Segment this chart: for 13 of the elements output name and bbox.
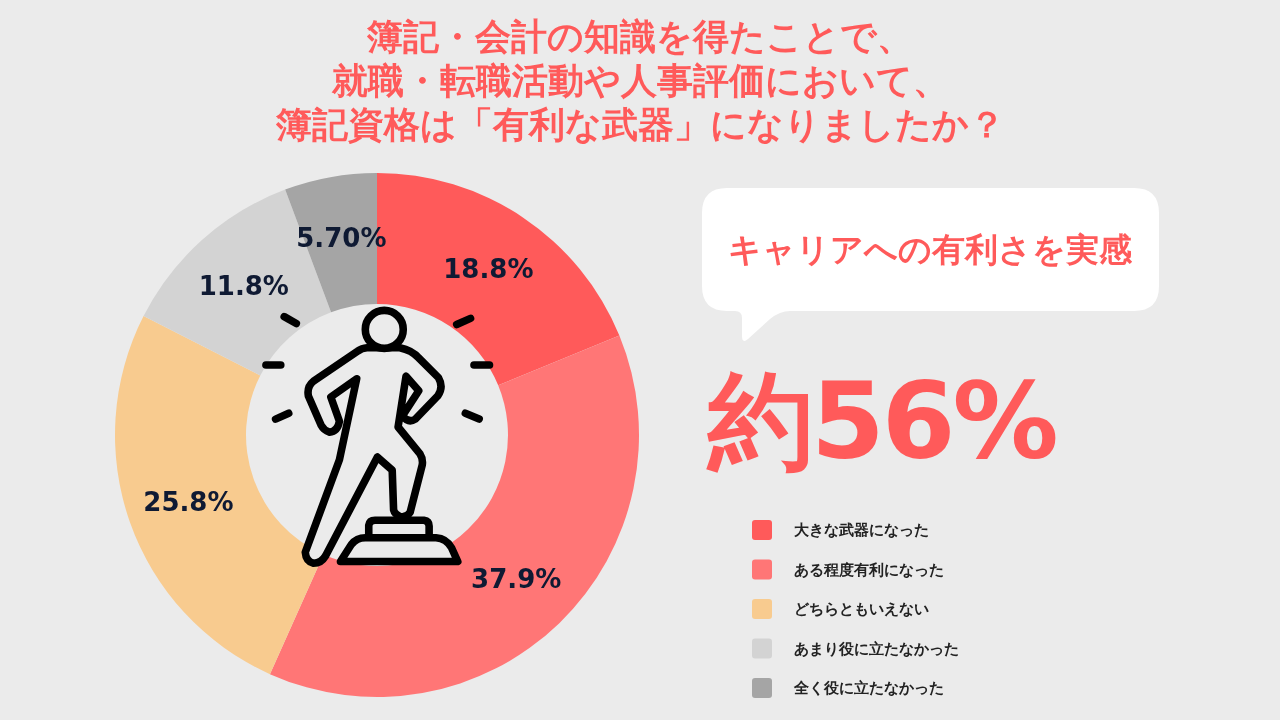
text: 約56% [706,360,1056,483]
chart-title: 簿記・会計の知識を得たことで、就職・転職活動や人事評価において、簿記資格は「有利な武器」になりましたか？ [274,16,1005,145]
data-label: 18.8% [443,253,534,284]
data-label: 25.8% [143,486,234,517]
data-label: 37.9% [471,563,562,594]
legend-label: 大きな武器になった [794,521,929,539]
donut-slice [269,335,639,697]
legend-label: ある程度有利になった [794,560,944,579]
text: キャリアへの有利さを実感 [728,229,1133,269]
legend-label: あまり役に立たなかった [794,639,959,658]
data-label: 11.8% [198,270,289,301]
legend-label: どちらともいえない [794,600,929,618]
legend-label: 全く役に立たなかった [793,679,944,697]
